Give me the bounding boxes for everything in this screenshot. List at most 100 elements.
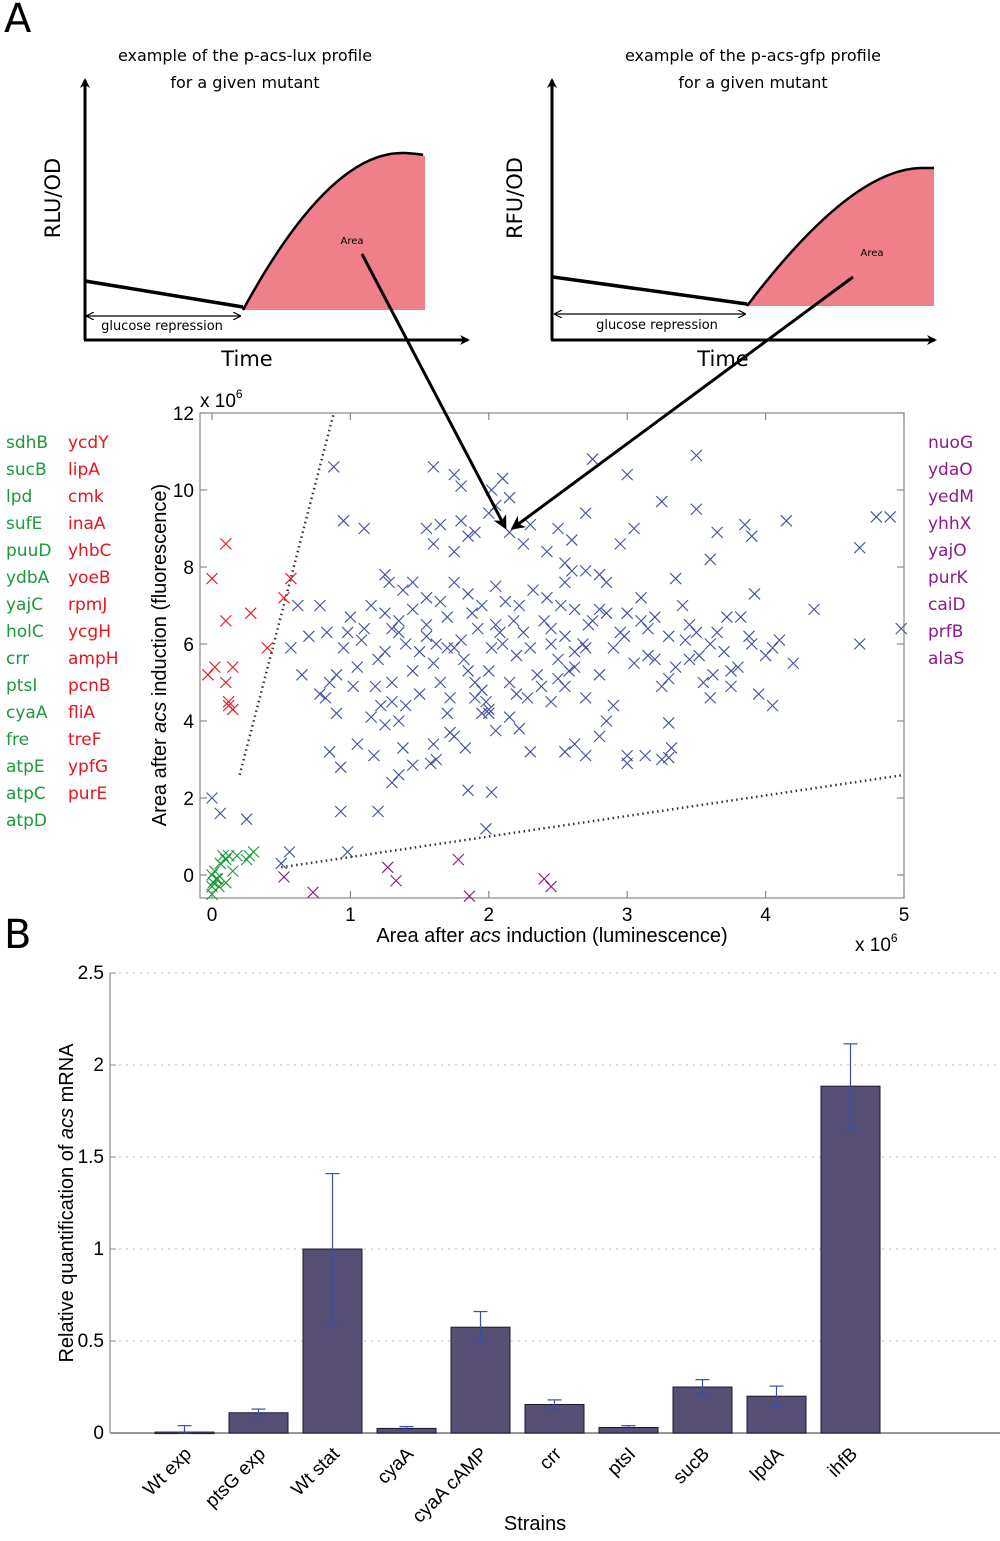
scatter-point-blue — [392, 715, 405, 727]
bar-category-label: crr — [536, 1443, 567, 1474]
scatter-point-blue — [397, 584, 409, 596]
scatter-point-blue — [752, 688, 765, 700]
scatter-point-blue — [707, 668, 719, 681]
scatter-point-blue — [469, 676, 481, 689]
schematic-lux-title-2: for a given mutant — [170, 73, 319, 92]
scatter-point-blue — [720, 611, 733, 623]
bar-category-label: cyaA — [373, 1443, 418, 1488]
scatter-point-purple — [278, 871, 290, 883]
scatter-point-blue — [725, 680, 737, 693]
scatter-point-blue — [565, 534, 578, 546]
bar-category-label: ptsI — [604, 1444, 641, 1481]
scatter-point-blue — [499, 595, 512, 608]
scatter-point-blue — [489, 724, 502, 737]
scatter-point-blue — [372, 653, 384, 666]
scatter-point-blue — [503, 491, 516, 504]
scatter-point-blue — [427, 461, 440, 473]
scatter-point-blue — [690, 503, 703, 516]
scatter-point-blue — [462, 665, 474, 677]
scatter-point-blue — [669, 661, 682, 673]
schematic-gfp-title-2: for a given mutant — [678, 73, 827, 92]
scatter-point-blue — [448, 730, 461, 743]
scatter-point-blue — [341, 626, 354, 639]
scatter-point-blue — [448, 641, 461, 654]
scatter-point-blue — [510, 649, 523, 662]
scatter-point-red — [219, 615, 232, 627]
scatter-point-blue — [485, 786, 498, 799]
error-bar — [177, 1425, 192, 1434]
scatter-point-blue — [734, 611, 747, 623]
scatter-point-blue — [475, 684, 488, 697]
gene-label: cmk — [68, 487, 104, 507]
scatter-point-blue — [482, 703, 495, 716]
scatter-point-blue — [275, 857, 288, 870]
scatter-point-blue — [420, 522, 433, 535]
scatter-point-green — [206, 888, 218, 901]
scatter-point-blue — [895, 622, 908, 635]
scatter-point-blue — [787, 657, 800, 670]
scatter-point-blue — [669, 572, 682, 585]
scatter-point-blue — [466, 607, 479, 620]
scatter-point-blue — [302, 630, 315, 643]
bar-category-label: sucB — [669, 1444, 714, 1489]
gene-label: lpd — [6, 487, 33, 507]
scatter-point-blue — [541, 545, 553, 558]
scatter-point-blue — [621, 607, 634, 620]
scatter-point-blue — [379, 568, 391, 581]
scatter-point-blue — [441, 707, 454, 720]
scatter-y-tick-label: 12 — [173, 404, 194, 425]
scatter-point-green — [219, 876, 232, 889]
scatter-y-tick-label: 10 — [173, 481, 194, 502]
scatter-y-tick-label: 0 — [183, 866, 194, 887]
scatter-point-blue — [330, 707, 343, 720]
schematic-lux-area-label: Area — [340, 236, 363, 247]
schematic-lux-curve — [241, 151, 424, 311]
gene-label: pcnB — [68, 676, 111, 696]
scatter-point-blue — [524, 745, 537, 758]
scatter-point-green — [208, 865, 221, 878]
error-bar — [621, 1425, 636, 1430]
scatter-point-blue — [392, 769, 405, 781]
scatter-point-blue — [240, 813, 253, 826]
scatter-point-blue — [296, 668, 308, 681]
scatter-point-blue — [614, 538, 627, 550]
scatter-point-blue — [704, 638, 717, 650]
panel-label-a: A — [4, 0, 32, 42]
bar-category-label: ptsG exp — [201, 1444, 270, 1513]
scatter-point-blue — [365, 599, 378, 612]
scatter-point-blue — [413, 645, 426, 658]
error-bar — [769, 1385, 784, 1407]
schematic-gfp-area-fill — [747, 168, 934, 306]
scatter-point-blue — [406, 576, 419, 589]
scatter-point-blue — [469, 692, 481, 704]
gene-label: sdhB — [6, 433, 49, 453]
scatter-point-blue — [635, 591, 647, 604]
scatter-point-blue — [559, 630, 571, 643]
scatter-point-blue — [745, 530, 758, 543]
scatter-point-blue — [524, 641, 537, 654]
gene-label: ydaO — [928, 460, 973, 480]
scatter-point-blue — [420, 630, 433, 643]
scatter-point-red — [244, 607, 257, 620]
scatter-x-tick-label: 3 — [622, 905, 633, 926]
scatter-point-blue — [524, 518, 537, 531]
scatter-point-blue — [718, 645, 730, 658]
scatter-point-blue — [607, 699, 620, 712]
bar-y-tick-label: 0 — [93, 1423, 104, 1444]
gene-label: sucB — [6, 460, 47, 480]
scatter-point-blue — [766, 641, 779, 654]
scatter-point-blue — [448, 468, 461, 481]
scatter-point-blue — [507, 615, 520, 627]
scatter-x-tick-label: 0 — [207, 905, 218, 926]
scatter-point-blue — [628, 657, 641, 670]
scatter-x-multiplier: x 106 — [855, 931, 898, 956]
gene-label: yhhX — [928, 514, 972, 534]
scatter-point-blue — [745, 638, 758, 650]
scatter-point-blue — [480, 822, 492, 835]
scatter-point-blue — [374, 699, 387, 712]
gene-label: yedM — [928, 487, 974, 507]
scatter-point-blue — [535, 680, 548, 693]
scatter-point-green — [247, 846, 260, 858]
scatter-point-red — [226, 703, 239, 716]
scatter-point-blue — [455, 634, 468, 647]
